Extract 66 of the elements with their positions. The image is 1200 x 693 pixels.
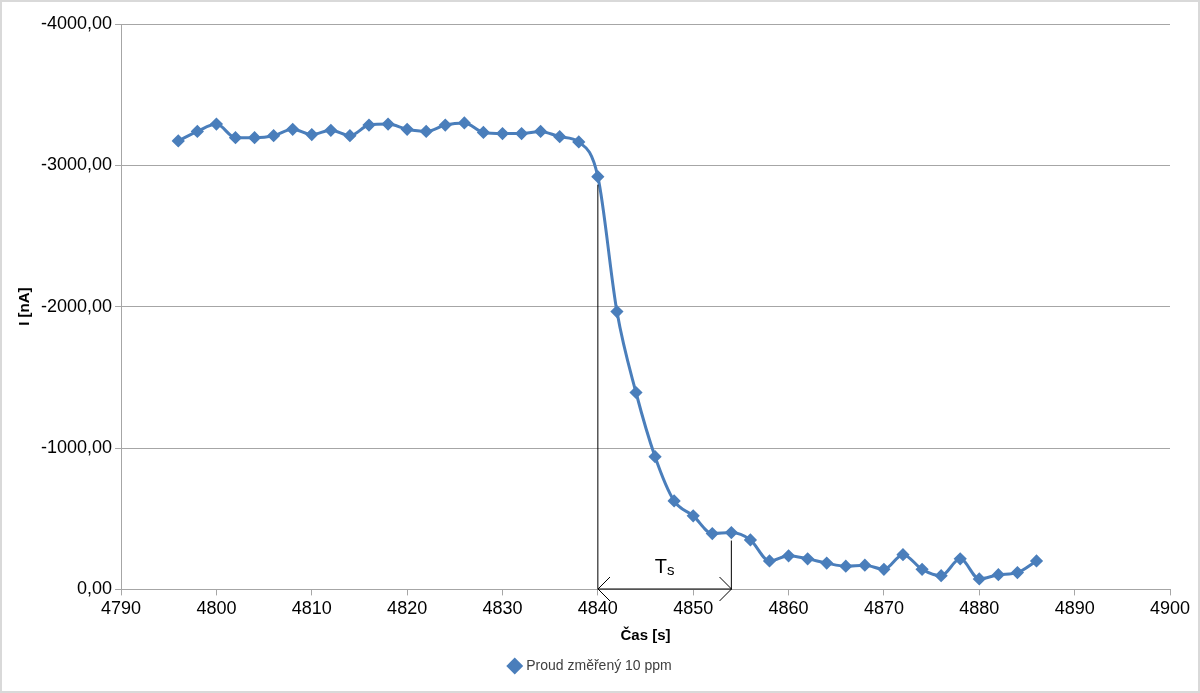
point (763, 554, 776, 567)
point (954, 552, 967, 565)
point (801, 552, 814, 565)
point (420, 125, 433, 138)
point (820, 557, 833, 570)
x-tick-label: 4810 (291, 598, 332, 619)
point (629, 386, 642, 399)
point (248, 131, 261, 144)
point (496, 127, 509, 140)
point (1011, 566, 1024, 579)
point (477, 126, 490, 139)
point (992, 568, 1005, 581)
point (610, 305, 623, 318)
point (916, 563, 929, 576)
y-tick-label: -2000,00 (41, 295, 113, 316)
point (744, 533, 757, 546)
point (515, 127, 528, 140)
x-tick-label: 4870 (863, 598, 904, 619)
x-axis-title: Čas [s] (620, 626, 671, 644)
point (706, 527, 719, 540)
y-tick-label: -3000,00 (41, 154, 113, 175)
point (324, 124, 337, 137)
point (973, 572, 986, 585)
legend-label: Proud změřený 10 ppm (526, 656, 672, 673)
point (172, 134, 185, 147)
x-tick-label: 4890 (1054, 598, 1095, 619)
point (1030, 554, 1043, 567)
point (858, 559, 871, 572)
y-tick-label: -4000,00 (41, 12, 113, 33)
point (401, 123, 414, 136)
point (553, 130, 566, 143)
point (687, 509, 700, 522)
point (782, 549, 795, 562)
y-axis-title: I [nA] (15, 287, 33, 326)
x-tick-label: 4880 (959, 598, 1000, 619)
x-tick-label: 4900 (1149, 598, 1191, 619)
point (267, 129, 280, 142)
point (362, 119, 375, 132)
point (210, 118, 223, 131)
point (439, 119, 452, 132)
y-tick-label: 0,00 (77, 578, 113, 599)
point (935, 569, 948, 582)
point (649, 450, 662, 463)
point (725, 526, 738, 539)
x-tick-label: 4800 (196, 598, 237, 619)
point (897, 548, 909, 561)
point (668, 494, 681, 507)
point (191, 125, 204, 138)
point (877, 563, 890, 576)
x-tick-label: 4850 (673, 598, 714, 619)
x-tick-label: 4860 (768, 598, 809, 619)
y-tick-label: -1000,00 (41, 437, 113, 458)
x-tick-label: 4820 (387, 598, 428, 619)
point (229, 131, 242, 144)
point (839, 560, 852, 573)
point (572, 135, 585, 148)
point (305, 128, 318, 141)
point (343, 129, 356, 142)
point (591, 170, 604, 183)
x-tick-label: 4830 (482, 598, 523, 619)
point (286, 123, 299, 136)
x-tick-label: 4840 (577, 598, 618, 619)
x-tick-label: 4790 (101, 598, 142, 619)
point (534, 125, 547, 138)
point (382, 118, 395, 131)
point (458, 116, 471, 129)
